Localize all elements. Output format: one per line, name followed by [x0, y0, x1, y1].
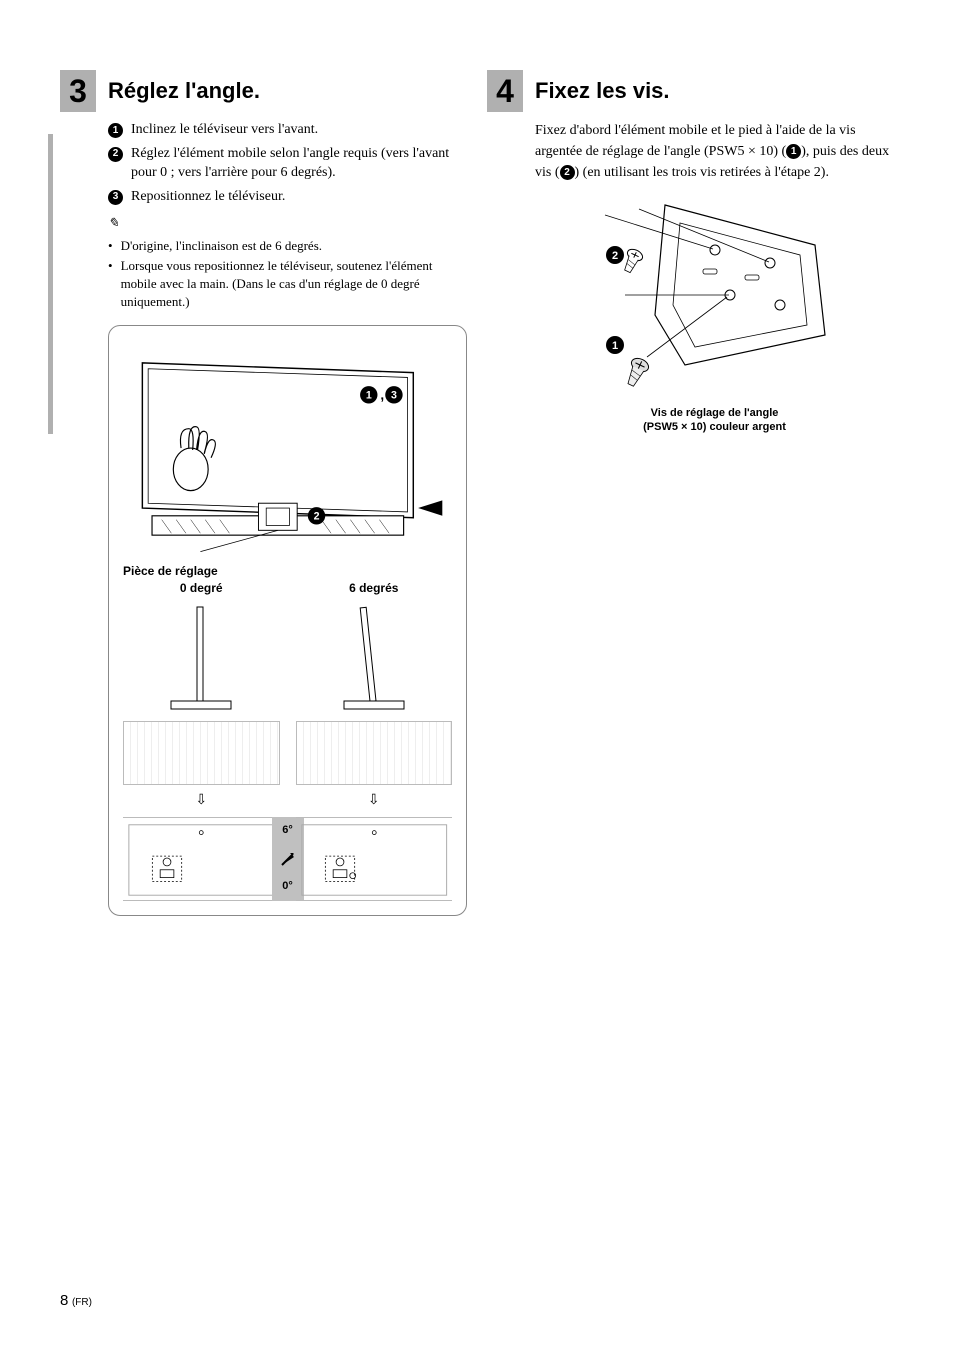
screw-caption-line2: (PSW5 × 10) couleur argent [643, 421, 786, 433]
screw-caption-line1: Vis de réglage de l'angle [651, 407, 779, 419]
step3-note-1: D'origine, l'inclinaison est de 6 degrés… [108, 237, 467, 255]
angle0-detail [123, 817, 280, 901]
deg0-label: 0° [282, 879, 293, 894]
circled-1-icon: 1 [786, 144, 801, 159]
arrow-icon [280, 851, 296, 867]
step3-header: 3 Réglez l'angle. [60, 70, 467, 112]
step3-figure: 1 , 3 2 Pièce de réglage 0 degré [108, 325, 467, 915]
step4-number-box: 4 [487, 70, 523, 112]
column-right: 4 Fixez les vis. Fixez d'abord l'élément… [487, 70, 894, 916]
step3-number-box: 3 [60, 70, 96, 112]
piece-label: Pièce de réglage [123, 563, 452, 580]
svg-text:1: 1 [611, 340, 617, 352]
angle-panels: 0 degré ⇩ 6 degrés [123, 580, 452, 816]
screw-svg-icon: 2 1 [585, 195, 845, 395]
circled-2-icon: 2 [560, 165, 575, 180]
page-number-suffix: (FR) [72, 1297, 92, 1308]
step3-content: 1 Inclinez le téléviseur vers l'avant. 2… [108, 120, 467, 311]
step4-body-suffix: ) (en utilisant les trois vis retirées à… [575, 165, 829, 180]
step3-title: Réglez l'angle. [108, 76, 260, 107]
svg-text:2: 2 [314, 511, 320, 523]
tv-svg-icon: 1 , 3 2 [123, 340, 452, 560]
tv-illustration: 1 , 3 2 Pièce de réglage [123, 340, 452, 570]
angle0-side-view [123, 603, 280, 713]
step3-list: 1 Inclinez le téléviseur vers l'avant. 2… [108, 120, 467, 206]
svg-text:1: 1 [366, 390, 372, 402]
note-icon: ✎ [108, 214, 467, 232]
step3-note-2: Lorsque vous repositionnez le téléviseur… [108, 257, 467, 312]
column-left: 3 Réglez l'angle. 1 Inclinez le télévise… [60, 70, 467, 916]
step3-item-2-text: Réglez l'élément mobile selon l'angle re… [131, 144, 467, 183]
screw-caption: Vis de réglage de l'angle (PSW5 × 10) co… [535, 406, 894, 435]
side-accent-bar [48, 134, 53, 434]
svg-text:2: 2 [611, 250, 617, 262]
down-arrow-icon: ⇩ [123, 791, 280, 811]
circled-1-icon: 1 [108, 123, 123, 138]
svg-text:,: , [380, 388, 384, 403]
angle6-side-view [296, 603, 453, 713]
angle6-top-view [296, 721, 453, 785]
page-number: 8 (FR) [60, 1290, 92, 1311]
angle0-column: 0 degré ⇩ [123, 580, 280, 816]
step4-title: Fixez les vis. [535, 76, 670, 107]
svg-text:3: 3 [391, 390, 397, 402]
page-number-value: 8 [60, 1292, 68, 1309]
step4-figure: 2 1 Vis de réglage de l'angle (PSW5 × 10… [535, 195, 894, 434]
angle6-label: 6 degrés [296, 580, 453, 597]
circled-3-icon: 3 [108, 190, 123, 205]
angle-detail-row: 6° 0° [123, 817, 452, 901]
step3-item-3: 3 Repositionnez le téléviseur. [108, 187, 467, 207]
circled-2-icon: 2 [108, 147, 123, 162]
step3-item-2: 2 Réglez l'élément mobile selon l'angle … [108, 144, 467, 183]
step3-item-1-text: Inclinez le téléviseur vers l'avant. [131, 120, 318, 140]
angle0-top-view [123, 721, 280, 785]
deg6-label: 6° [282, 823, 293, 838]
step3-item-3-text: Repositionnez le téléviseur. [131, 187, 285, 207]
step4-content: Fixez d'abord l'élément mobile et le pie… [535, 120, 894, 183]
step4-body: Fixez d'abord l'élément mobile et le pie… [535, 120, 894, 183]
step3-notes: D'origine, l'inclinaison est de 6 degrés… [108, 237, 467, 312]
page-content: 3 Réglez l'angle. 1 Inclinez le télévise… [0, 0, 954, 956]
down-arrow-icon: ⇩ [296, 791, 453, 811]
angle0-label: 0 degré [123, 580, 280, 597]
angle6-detail [296, 817, 453, 901]
step4-header: 4 Fixez les vis. [487, 70, 894, 112]
step3-item-1: 1 Inclinez le téléviseur vers l'avant. [108, 120, 467, 140]
angle6-column: 6 degrés ⇩ [296, 580, 453, 816]
